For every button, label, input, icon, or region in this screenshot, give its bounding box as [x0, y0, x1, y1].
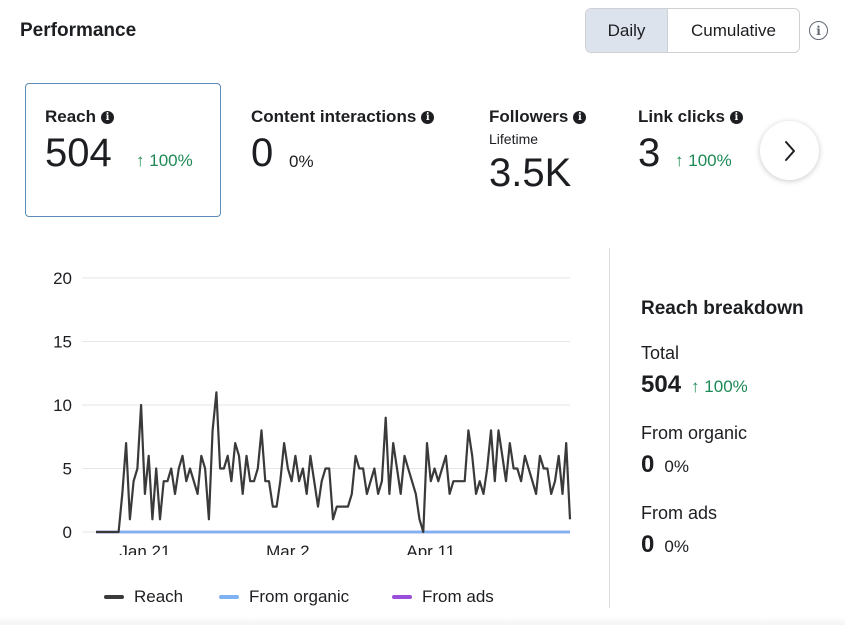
- metric-value-followers: 3.5K: [489, 151, 572, 195]
- x-tick-label: Jan 21: [119, 542, 170, 555]
- breakdown-ads-value: 0 0%: [641, 531, 689, 558]
- metric-value-content-interactions: 0: [251, 131, 274, 175]
- page-title: Performance: [20, 20, 137, 41]
- reach-line-chart: 0 5 10 15 20 Jan 21 Mar 2 Apr 11: [53, 269, 572, 555]
- metric-value-reach: 504: [45, 131, 112, 175]
- legend-swatch: [219, 595, 239, 599]
- metric-delta-link-clicks: ↑ 100%: [675, 151, 732, 170]
- breakdown-total-label: Total: [641, 343, 680, 363]
- arrow-up-icon: ↑: [136, 151, 145, 170]
- x-tick-label: Apr 11: [406, 542, 455, 555]
- section-divider: [609, 248, 610, 608]
- metric-label-text: Followers: [489, 107, 569, 126]
- breakdown-organic-label: From organic: [641, 423, 748, 443]
- metric-label-link-clicks[interactable]: Link clicks i: [638, 107, 743, 127]
- metric-label-followers[interactable]: Followers i: [489, 107, 587, 127]
- legend-item-ads[interactable]: From ads: [392, 587, 494, 607]
- arrow-up-icon: ↑: [691, 377, 700, 396]
- legend-swatch: [392, 595, 412, 599]
- breakdown-total-value: 504 ↑ 100%: [641, 371, 748, 398]
- info-icon[interactable]: i: [573, 110, 587, 124]
- chevron-right-icon: [784, 140, 795, 161]
- cumulative-toggle-button[interactable]: Cumulative: [668, 9, 799, 52]
- next-metrics-button[interactable]: [760, 121, 819, 180]
- daily-toggle-button[interactable]: Daily: [586, 9, 668, 52]
- metric-label-reach: Reach i: [45, 107, 115, 127]
- bottom-edge: [0, 616, 845, 625]
- arrow-up-icon: ↑: [675, 151, 684, 170]
- y-tick-label: 5: [63, 460, 72, 479]
- y-tick-label: 0: [63, 523, 72, 542]
- metric-label-content-interactions[interactable]: Content interactions i: [251, 107, 435, 127]
- info-icon[interactable]: i: [729, 110, 743, 124]
- x-tick-label: Mar 2: [266, 542, 309, 555]
- y-tick-label: 15: [53, 333, 72, 352]
- y-tick-label: 20: [53, 269, 72, 288]
- info-circle-icon[interactable]: i: [809, 21, 828, 40]
- series-line-reach: [96, 391, 572, 534]
- breakdown-title: Reach breakdown: [641, 298, 804, 319]
- breakdown-organic-value: 0 0%: [641, 451, 689, 478]
- breakdown-ads-label: From ads: [641, 503, 718, 523]
- legend-item-organic[interactable]: From organic: [219, 587, 349, 607]
- breakdown-ads-delta: 0%: [664, 537, 689, 556]
- metric-label-text: Content interactions: [251, 107, 417, 126]
- metric-delta-content-interactions: 0%: [289, 152, 314, 171]
- metric-label-text: Link clicks: [638, 107, 725, 126]
- info-icon[interactable]: i: [421, 110, 435, 124]
- info-icon[interactable]: i: [101, 110, 115, 124]
- metric-label-text: Reach: [45, 107, 97, 126]
- metric-sublabel-followers: Lifetime: [489, 131, 539, 147]
- legend-item-reach[interactable]: Reach: [104, 587, 183, 607]
- legend-swatch: [104, 595, 124, 599]
- breakdown-total-delta: ↑ 100%: [691, 377, 748, 396]
- y-tick-label: 10: [53, 396, 72, 415]
- view-toggle: Daily Cumulative: [585, 8, 800, 53]
- breakdown-organic-delta: 0%: [664, 457, 689, 476]
- metric-card-reach[interactable]: [25, 83, 221, 217]
- metric-delta-reach: ↑ 100%: [136, 151, 193, 170]
- metric-value-link-clicks: 3: [638, 131, 661, 175]
